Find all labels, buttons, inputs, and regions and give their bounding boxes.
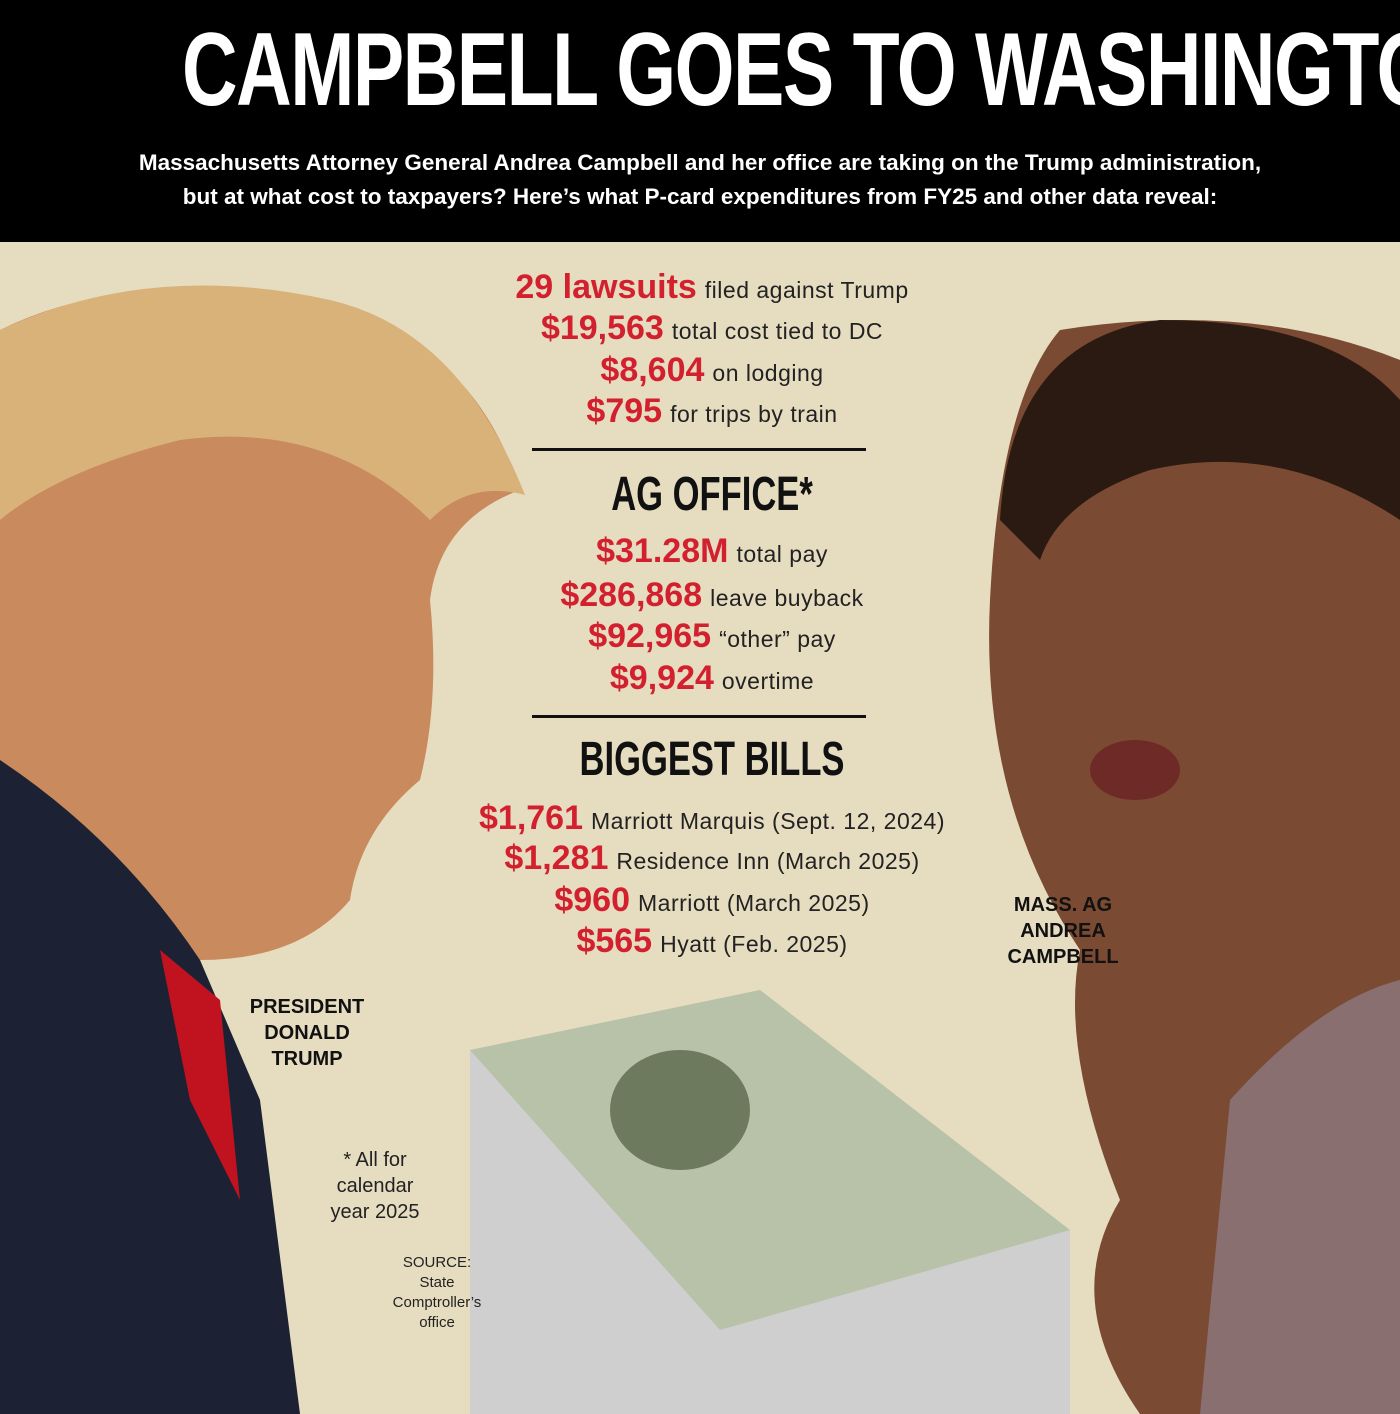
amount: $19,563 <box>540 309 664 347</box>
amount: $565 <box>576 922 653 960</box>
subtitle: Massachusetts Attorney General Andrea Ca… <box>138 150 1262 175</box>
trump-photo <box>0 285 525 1414</box>
footnote-label: year 2025 <box>330 1201 420 1223</box>
trump-label: DONALD <box>264 1022 350 1044</box>
section-heading: AG OFFICE* <box>611 468 813 521</box>
amount: $286,868 <box>560 576 703 614</box>
divider <box>532 715 866 718</box>
description: total pay <box>736 541 828 567</box>
description: on lodging <box>712 360 824 386</box>
stat-row: $960 Marriott (March 2025) <box>312 880 1112 927</box>
title: CAMPBELL GOES TO WASHINGTON <box>182 12 1400 128</box>
section-heading: BIGGEST BILLS <box>579 733 845 786</box>
description: “other” pay <box>719 626 836 652</box>
money-stack <box>470 990 1070 1414</box>
amount: $31.28M <box>596 532 729 570</box>
description: filed against Trump <box>704 277 909 303</box>
footnote-label: * All for <box>343 1149 407 1171</box>
amount: $1,281 <box>504 839 609 877</box>
description: total cost tied to DC <box>671 318 884 344</box>
description: leave buyback <box>710 585 864 611</box>
description: Hyatt (Feb. 2025) <box>660 931 848 957</box>
amount: $960 <box>554 881 630 919</box>
description: Marriott Marquis (Sept. 12, 2024) <box>591 808 945 834</box>
stat-row: $1,281 Residence Inn (March 2025) <box>312 838 1112 885</box>
stat-row: $31.28M total pay <box>312 531 1112 578</box>
description: Residence Inn (March 2025) <box>616 848 920 874</box>
stat-row: $286,868 leave buyback <box>312 575 1112 622</box>
source-label: SOURCE: <box>402 1254 472 1271</box>
stat-row: 29 lawsuits filed against Trump <box>312 267 1112 314</box>
divider <box>532 448 866 451</box>
amount: $795 <box>586 392 663 430</box>
stat-row: $92,965 “other” pay <box>312 616 1112 663</box>
stat-row: $565 Hyatt (Feb. 2025) <box>312 921 1112 968</box>
stat-row: $8,604 on lodging <box>312 350 1112 397</box>
amount: $1,761 <box>479 799 583 837</box>
description: for trips by train <box>670 401 838 427</box>
amount: $8,604 <box>600 351 705 389</box>
stat-row: $795 for trips by train <box>312 391 1112 438</box>
source-label: Comptroller’s <box>392 1294 482 1311</box>
stat-row: $9,924 overtime <box>312 658 1112 705</box>
header: CAMPBELL GOES TO WASHINGTON Massachusett… <box>0 0 1400 242</box>
footnote-label: calendar <box>336 1175 414 1197</box>
source-label: office <box>419 1314 455 1331</box>
amount: 29 lawsuits <box>515 268 697 306</box>
description: overtime <box>721 668 815 694</box>
campbell-label: MASS. AG <box>1013 894 1113 916</box>
subtitle: but at what cost to taxpayers? Here’s wh… <box>182 184 1218 209</box>
trump-label: TRUMP <box>271 1048 343 1070</box>
trump-label: PRESIDENT <box>249 996 365 1018</box>
description: Marriott (March 2025) <box>638 890 870 916</box>
amount: $9,924 <box>609 659 714 697</box>
campbell-label: ANDREA <box>1020 920 1106 942</box>
stat-row: $1,761 Marriott Marquis (Sept. 12, 2024) <box>312 798 1112 845</box>
campbell-label: CAMPBELL <box>1007 946 1119 968</box>
source-label: State <box>419 1274 455 1291</box>
amount: $92,965 <box>588 617 712 655</box>
stat-row: $19,563 total cost tied to DC <box>312 308 1112 355</box>
campbell-photo <box>989 320 1400 1414</box>
